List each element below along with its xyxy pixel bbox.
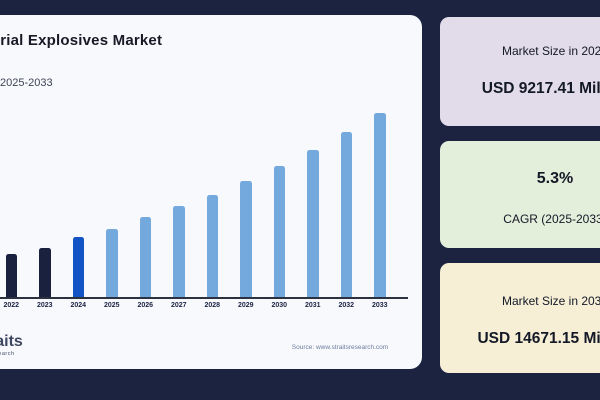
bar-2032	[340, 131, 353, 298]
card-cagr: 5.3% CAGR (2025-2033)	[440, 141, 600, 248]
card-market-size-2033-value: USD 14671.15 Million	[477, 330, 600, 347]
bar-2025	[106, 228, 118, 298]
x-axis-label-2030: 2030	[271, 302, 288, 309]
card-cagr-value: 5.3%	[536, 170, 574, 187]
x-axis-label-2024: 2024	[70, 302, 87, 309]
x-axis-label-2033: 2033	[372, 302, 388, 309]
bar-plot	[0, 15, 422, 298]
card-market-size-2024-value: USD 9217.41 Million	[481, 80, 600, 97]
bar-2023	[39, 247, 51, 298]
bar-2026	[139, 216, 152, 298]
chart-panel: Industrial Explosives Market 2025-2033 2…	[0, 15, 422, 369]
bar-2028	[206, 194, 219, 298]
logo-straits-text: Straits	[0, 333, 23, 350]
x-axis-label-2028: 2028	[204, 302, 221, 309]
x-axis-label-2022: 2022	[3, 302, 20, 309]
x-axis-label-2025: 2025	[104, 302, 120, 309]
card-cagr-label: CAGR (2025-2033)	[503, 212, 600, 226]
card-market-size-2024: Market Size in 2024 USD 9217.41 Million	[440, 17, 600, 126]
x-axis-label-2023: 2023	[37, 302, 53, 309]
page-subtitle: 2025-2033	[0, 77, 53, 89]
bar-2024	[72, 236, 85, 298]
x-axis-label-2032: 2032	[338, 302, 355, 309]
bar-2022	[5, 253, 18, 298]
bar-2030	[273, 165, 286, 298]
card-market-size-2024-label: Market Size in 2024	[501, 44, 600, 58]
bar-2027	[173, 205, 185, 298]
x-axis-label-2031: 2031	[305, 302, 321, 309]
card-market-size-2033: Market Size in 2033 USD 14671.15 Million	[440, 263, 600, 373]
logo-research-text: Research	[0, 351, 15, 357]
bar-2029	[240, 180, 252, 298]
x-axis-label-2026: 2026	[137, 302, 154, 309]
stat-cards-column: Market Size in 2024 USD 9217.41 Million …	[440, 17, 600, 373]
bar-2033	[374, 112, 386, 298]
x-axis-label-2027: 2027	[171, 302, 187, 309]
page-title: Industrial Explosives Market	[0, 32, 163, 49]
source-attribution: Source: www.straitsresearch.com	[291, 344, 389, 351]
card-market-size-2033-label: Market Size in 2033	[501, 294, 600, 308]
x-axis-line	[0, 297, 408, 299]
x-axis-labels: 2022 2023 2024 2025 2026 2027 2028 2029 2030 2031…	[0, 302, 422, 314]
bar-2031	[307, 149, 319, 298]
x-axis-label-2029: 2029	[238, 302, 254, 309]
